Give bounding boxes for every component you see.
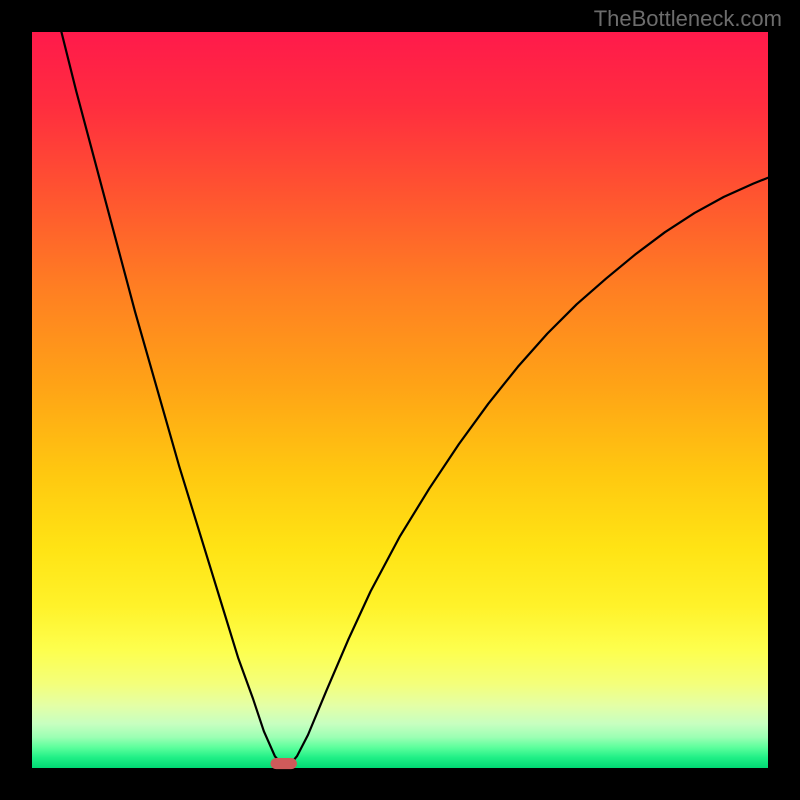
bottleneck-chart: [0, 0, 800, 800]
chart-container: TheBottleneck.com: [0, 0, 800, 800]
minimum-marker: [270, 758, 297, 769]
plot-background: [32, 32, 768, 768]
